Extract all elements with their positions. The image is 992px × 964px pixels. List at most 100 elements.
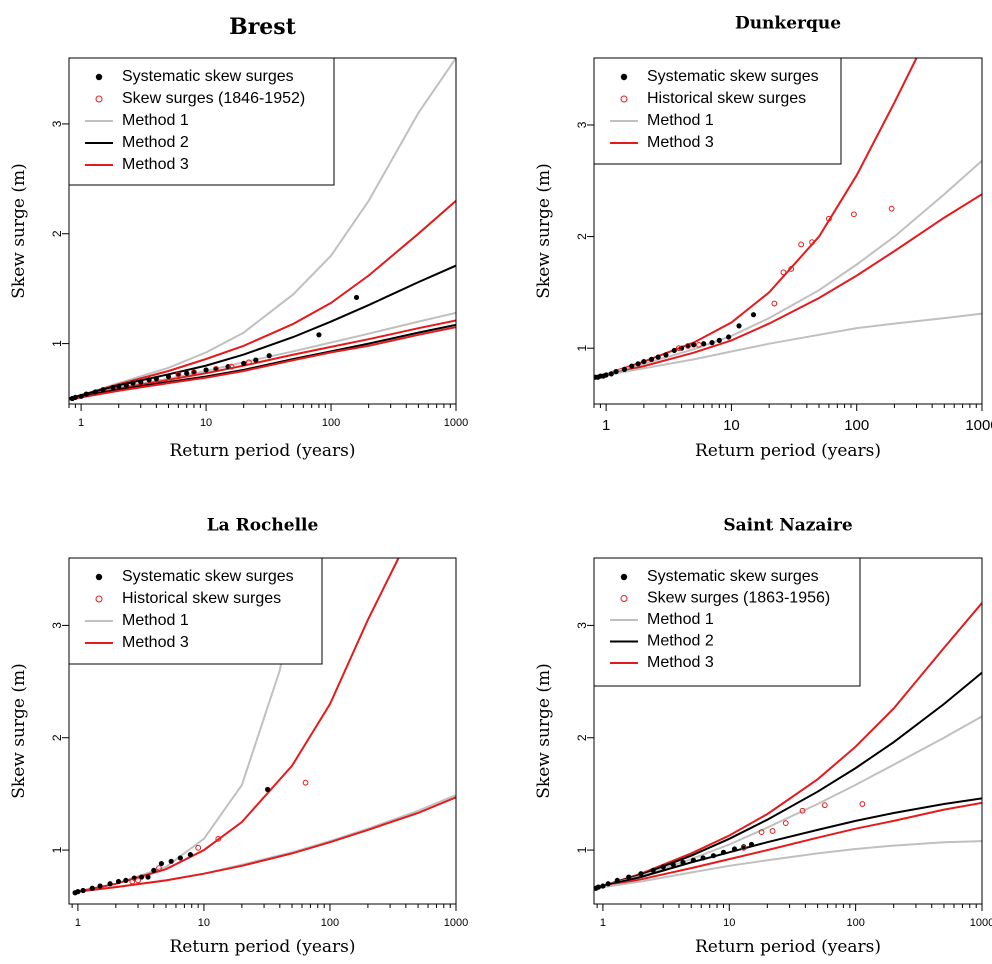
chart-title: Dunkerque <box>735 14 841 34</box>
legend-symbol <box>95 73 103 81</box>
data-point <box>266 353 272 359</box>
data-point <box>608 371 614 377</box>
y-tick-label: 3 <box>575 121 589 128</box>
data-point <box>177 855 183 861</box>
data-point <box>228 363 235 370</box>
x-tick-label: 1000 <box>444 917 468 929</box>
data-point <box>138 874 145 880</box>
legend: Systematic skew surges Skew surges (1846-… <box>68 57 335 186</box>
legend-symbol <box>620 573 628 581</box>
data-point <box>680 859 686 866</box>
data-point <box>731 846 738 852</box>
data-point <box>123 877 129 884</box>
data-point <box>700 855 706 861</box>
data-point <box>821 802 828 809</box>
data-point <box>641 358 647 365</box>
series-line <box>596 840 982 890</box>
series-line <box>74 796 456 894</box>
series-group <box>594 602 982 891</box>
data-point <box>695 341 702 348</box>
y-tick-label: 1 <box>50 340 64 347</box>
data-point <box>215 835 222 842</box>
series-line <box>596 801 982 890</box>
data-point <box>736 323 742 329</box>
y-axis-label: Skew surge (m) <box>534 163 554 299</box>
data-point <box>138 379 144 385</box>
data-point <box>635 361 641 367</box>
y-axis-label: Skew surge (m) <box>9 163 29 299</box>
data-point <box>184 370 190 376</box>
x-tick-label: 100 <box>846 917 864 929</box>
data-point <box>213 365 219 372</box>
x-axis-label: Return period (years) <box>169 441 355 461</box>
data-point <box>595 884 601 890</box>
x-tick-label: 10 <box>723 917 735 929</box>
data-point <box>748 841 755 848</box>
data-point <box>130 380 136 386</box>
y-axis-label: Skew surge (m) <box>9 663 29 799</box>
x-tick-label: 1 <box>602 417 610 434</box>
data-point <box>156 865 162 871</box>
series-line <box>594 159 982 379</box>
data-point <box>710 853 717 859</box>
data-point <box>780 269 787 276</box>
series-group <box>594 58 982 380</box>
data-point <box>110 384 116 391</box>
legend: Systematic skew surges Historical skew su… <box>593 57 842 165</box>
data-point <box>241 360 247 366</box>
data-point <box>621 366 628 372</box>
chart-title: Saint Nazaire <box>723 516 853 536</box>
legend-label: Method 3 <box>122 634 189 651</box>
data-point <box>89 885 95 891</box>
x-tick-label: 1 <box>600 917 606 929</box>
legend-symbol <box>620 73 628 81</box>
series-line <box>69 200 456 400</box>
data-point <box>788 266 795 272</box>
x-tick-label: 1000 <box>965 417 992 434</box>
data-point <box>758 829 765 836</box>
data-point <box>638 871 644 877</box>
data-point <box>72 394 78 401</box>
legend-label: Systematic skew surges <box>122 68 294 85</box>
legend-label: Historical skew surges <box>647 90 806 107</box>
data-point <box>353 294 360 301</box>
data-point <box>600 883 606 889</box>
x-axis-label: Return period (years) <box>695 441 881 461</box>
data-point <box>675 345 682 352</box>
series-group <box>72 558 456 896</box>
data-point <box>720 849 727 855</box>
data-point <box>888 205 895 212</box>
series-line <box>596 671 982 890</box>
x-tick-label: 100 <box>844 417 869 434</box>
legend-label: Skew surges (1846-1952) <box>122 90 305 107</box>
data-point <box>115 878 122 885</box>
data-point <box>146 377 152 383</box>
legend-box <box>593 557 861 687</box>
data-point <box>151 867 157 873</box>
chart-title: Brest <box>229 14 297 40</box>
legend-label: Systematic skew surges <box>122 568 294 585</box>
data-point <box>709 340 715 346</box>
legend-label: Method 1 <box>647 112 714 129</box>
legend-label: Method 1 <box>647 611 714 628</box>
x-tick-label: 1000 <box>444 417 468 429</box>
data-point <box>690 857 696 863</box>
data-point <box>809 239 815 246</box>
legend-symbol <box>95 595 103 603</box>
data-point <box>153 376 159 382</box>
data-point <box>175 371 182 378</box>
data-point <box>670 862 676 868</box>
data-point <box>135 877 141 884</box>
data-point <box>701 341 707 347</box>
data-point <box>195 844 202 851</box>
data-point <box>213 366 219 372</box>
data-point <box>92 389 98 395</box>
data-point <box>685 343 691 349</box>
data-point <box>168 858 174 864</box>
data-point <box>187 851 193 858</box>
data-point <box>716 337 722 343</box>
y-tick-label: 2 <box>575 734 589 741</box>
data-point <box>316 332 322 338</box>
data-point <box>650 867 656 873</box>
